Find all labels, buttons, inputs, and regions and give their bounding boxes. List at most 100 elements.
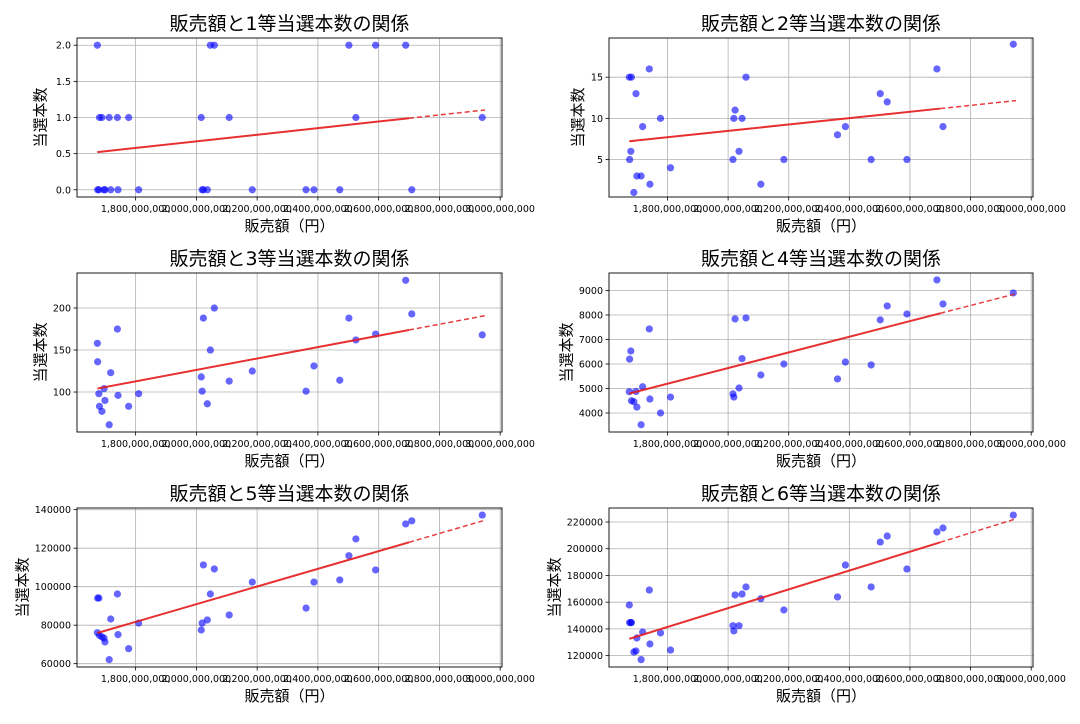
data-point — [345, 552, 353, 560]
data-point — [656, 114, 665, 122]
data-point — [729, 155, 737, 164]
x-tick-label: 2,000,000,000 — [162, 439, 232, 450]
data-point — [114, 631, 122, 639]
data-point — [113, 113, 122, 122]
data-point — [302, 604, 310, 612]
data-point — [646, 395, 654, 403]
data-point — [114, 186, 122, 194]
data-point — [627, 73, 636, 81]
x-tick-label: 2,400,000,000 — [815, 439, 885, 450]
data-point — [883, 98, 891, 106]
data-point — [876, 538, 884, 546]
y-tick-label: 60000 — [41, 659, 71, 670]
axes-frame — [608, 272, 1034, 433]
data-point — [107, 615, 115, 623]
x-tick-label: 2,800,000,000 — [936, 439, 1006, 450]
y-tick-label: 5 — [597, 155, 603, 166]
y-tick-label: 150 — [53, 346, 71, 357]
data-point — [645, 65, 653, 73]
trend-line-extension — [408, 519, 486, 544]
trend-line — [97, 328, 410, 390]
data-point — [248, 186, 256, 194]
data-point — [939, 122, 947, 131]
data-point — [408, 310, 416, 318]
data-point — [633, 403, 641, 411]
data-point — [738, 114, 746, 122]
y-tick-label: 140000 — [35, 505, 71, 516]
y-tick-label: 4000 — [579, 408, 603, 419]
data-point — [95, 186, 103, 194]
data-point — [352, 535, 360, 543]
trend-line — [629, 107, 941, 143]
trend-line-extension — [940, 99, 1017, 110]
data-point — [627, 347, 635, 355]
y-axis-label: 当選本数 — [569, 87, 587, 147]
data-point — [666, 164, 675, 172]
data-point — [310, 186, 318, 194]
y-tick-label: 1.5 — [56, 77, 71, 88]
data-point — [336, 576, 344, 584]
x-tick-label: 2,000,000,000 — [162, 674, 232, 685]
data-point — [876, 316, 884, 324]
y-tick-label: 140000 — [567, 624, 603, 635]
chart-title: 販売額と5等当選本数の関係 — [169, 483, 409, 505]
trend-line-extension — [408, 109, 486, 119]
data-point — [199, 561, 207, 569]
data-point — [780, 155, 788, 164]
y-axis-label: 当選本数 — [31, 322, 49, 382]
x-axis-label: 販売額（円） — [776, 217, 866, 235]
x-tick-label: 2,600,000,000 — [875, 674, 945, 685]
data-point — [248, 578, 256, 586]
data-point — [780, 606, 788, 614]
y-tick-label: 1.0 — [56, 113, 71, 124]
data-point — [630, 398, 638, 406]
data-point — [336, 186, 344, 194]
x-tick-label: 2,200,000,000 — [754, 204, 824, 215]
data-point — [203, 616, 211, 624]
data-point — [98, 113, 106, 122]
subplot-3: 1,800,000,0002,000,000,0002,200,000,0002… — [31, 248, 535, 470]
x-tick-label: 2,400,000,000 — [283, 204, 353, 215]
data-point — [93, 339, 101, 347]
data-point — [867, 155, 875, 164]
x-tick-label: 3,000,000,000 — [996, 674, 1066, 685]
data-point — [731, 106, 739, 114]
data-point — [101, 186, 109, 194]
data-point — [933, 276, 941, 284]
data-point — [95, 390, 103, 398]
data-point — [113, 325, 122, 333]
data-point — [626, 155, 634, 164]
chart-title: 販売額と6等当選本数の関係 — [701, 483, 941, 505]
x-tick-label: 2,400,000,000 — [283, 674, 353, 685]
x-tick-label: 1,800,000,000 — [101, 674, 171, 685]
data-point — [345, 41, 353, 49]
trend-line-extension — [940, 293, 1017, 315]
data-point — [105, 421, 113, 429]
data-point — [197, 113, 205, 122]
trend-line-extension — [408, 314, 486, 331]
data-point — [478, 511, 486, 519]
data-point — [625, 388, 633, 396]
data-point — [735, 622, 743, 630]
data-point — [310, 578, 318, 586]
x-tick-label: 2,200,000,000 — [754, 439, 824, 450]
x-tick-label: 2,200,000,000 — [222, 204, 292, 215]
y-axis-label: 当選本数 — [546, 557, 564, 617]
data-point — [310, 362, 318, 370]
data-point — [125, 113, 133, 122]
data-point — [632, 647, 640, 655]
data-point — [637, 172, 645, 180]
x-tick-label: 3,000,000,000 — [465, 204, 535, 215]
data-point — [199, 314, 207, 322]
x-tick-label: 2,000,000,000 — [693, 674, 763, 685]
data-point — [197, 626, 205, 634]
data-point — [637, 656, 645, 664]
data-point — [408, 186, 416, 194]
data-point — [933, 528, 941, 536]
x-tick-label: 2,600,000,000 — [344, 439, 414, 450]
data-point — [883, 532, 891, 540]
y-tick-label: 120000 — [567, 651, 603, 662]
trend-line — [97, 541, 410, 634]
data-point — [113, 590, 122, 598]
data-point — [1009, 40, 1017, 48]
